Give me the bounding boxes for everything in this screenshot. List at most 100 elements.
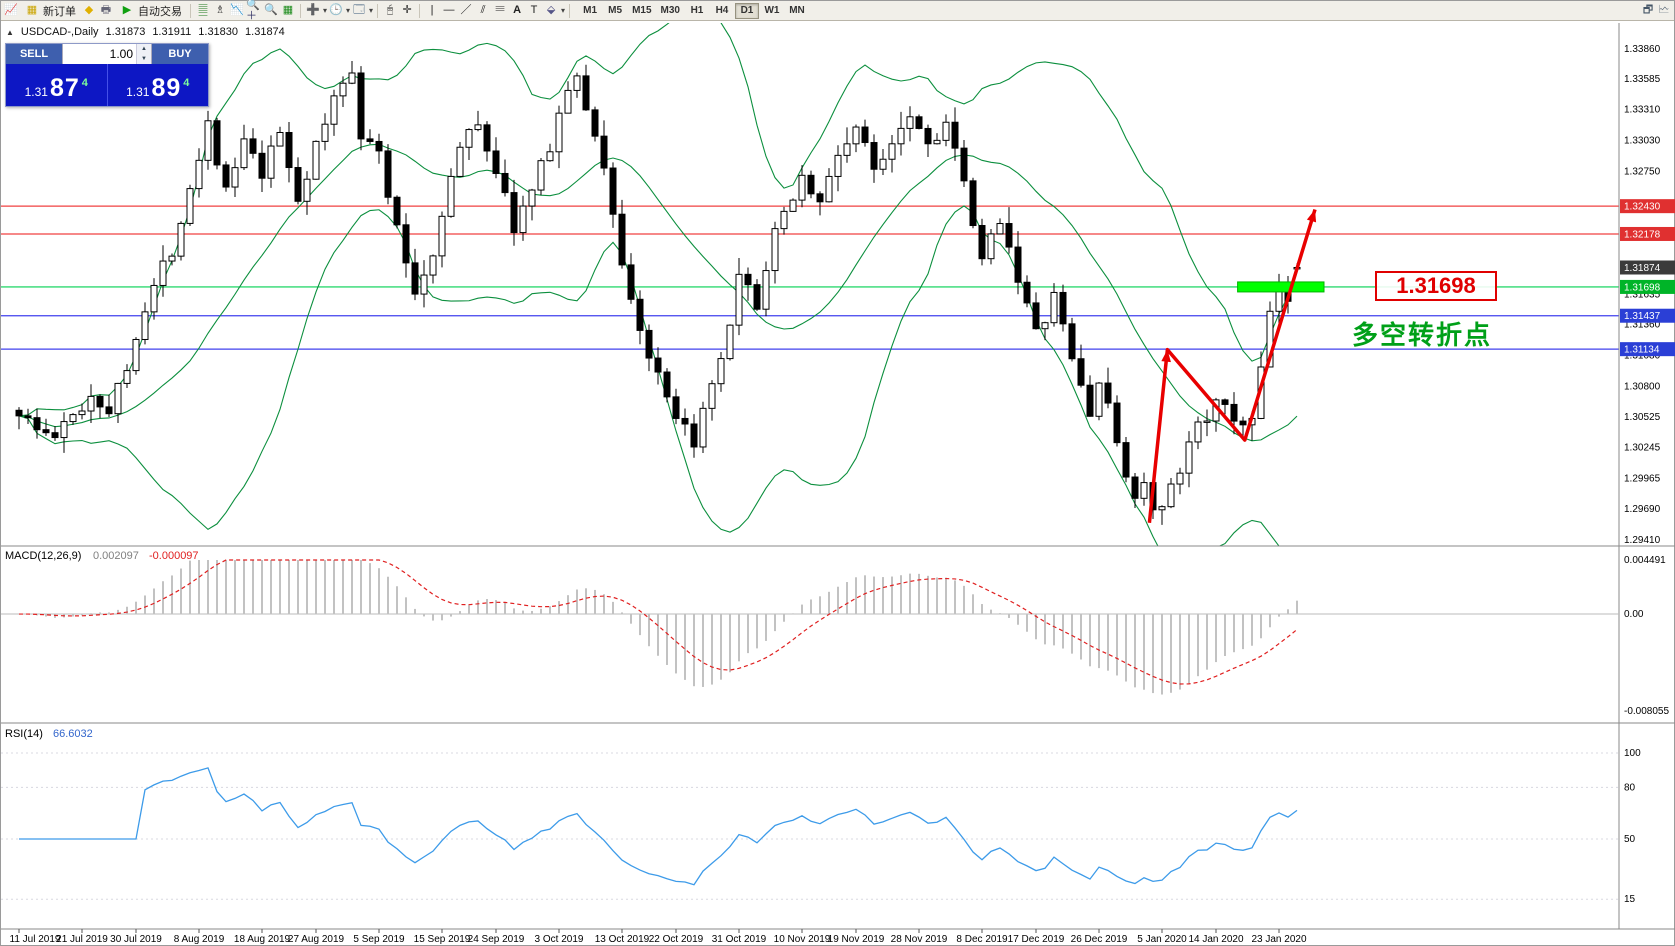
macd-axis[interactable]: 0.004491 0.00 -0.008055 — [1624, 555, 1669, 717]
svg-text:14 Jan 2020: 14 Jan 2020 — [1188, 934, 1243, 945]
sell-price-main: 1.31 — [24, 85, 48, 99]
trend-arrow[interactable] — [1147, 208, 1317, 524]
new-order-icon: ▦ — [26, 4, 38, 16]
buy-button[interactable]: BUY — [152, 44, 208, 64]
text-icon[interactable]: A — [513, 4, 522, 16]
svg-text:3 Oct 2019: 3 Oct 2019 — [535, 934, 584, 945]
new-order-label: 新订单 — [43, 5, 76, 18]
template-icon[interactable]: 🗔 — [353, 4, 365, 16]
highlight-box[interactable] — [1237, 281, 1325, 293]
buy-price-button[interactable]: 1.31 89 4 — [106, 64, 208, 106]
svg-text:1.33030: 1.33030 — [1624, 135, 1661, 146]
timeframe-button-M1[interactable]: M1 — [583, 5, 598, 16]
svg-text:10 Nov 2019: 10 Nov 2019 — [774, 934, 831, 945]
svg-text:5 Jan 2020: 5 Jan 2020 — [1137, 934, 1187, 945]
sell-button[interactable]: SELL — [6, 44, 62, 64]
volume-up-icon[interactable]: ▲ — [137, 44, 151, 54]
print-icon[interactable]: 🖶 — [100, 4, 112, 16]
candle-chart-icon[interactable]: ♗ — [215, 4, 225, 16]
price-callout-label[interactable]: 1.31698 — [1375, 271, 1497, 301]
candles — [15, 60, 1301, 525]
new-order-button[interactable]: ▦ 新订单 — [20, 2, 80, 20]
svg-text:1.33310: 1.33310 — [1624, 105, 1661, 116]
text-label-icon[interactable]: T — [530, 4, 538, 16]
macd-label: MACD(12,26,9) 0.002097 -0.000097 — [5, 550, 199, 562]
volume-field[interactable]: 1.00 ▲ ▼ — [62, 44, 152, 64]
toolbar-options-icon[interactable]: 🗠 — [1658, 4, 1670, 16]
high-value: 1.31911 — [152, 26, 192, 38]
svg-text:1.29410: 1.29410 — [1624, 535, 1661, 546]
shapes-icon[interactable]: ⬙ — [546, 4, 556, 16]
bar-chart-icon[interactable]: 𝄛 — [198, 4, 208, 16]
trendline-icon[interactable]: ／ — [460, 4, 472, 16]
svg-text:1.33860: 1.33860 — [1624, 44, 1661, 55]
turning-point-label[interactable]: 多空转折点 — [1352, 320, 1493, 350]
sell-price-button[interactable]: 1.31 87 4 — [6, 64, 107, 106]
chart-icon[interactable]: 📈 — [4, 4, 18, 16]
buy-price-big: 89 — [151, 74, 182, 102]
toolbar-separator — [569, 3, 571, 18]
macd-panel — [1, 559, 1619, 695]
timeframe-button-M5[interactable]: M5 — [608, 5, 623, 16]
sell-price-pip: 4 — [81, 77, 88, 89]
svg-text:MACD(12,26,9): MACD(12,26,9) — [5, 550, 81, 562]
rsi-axis[interactable]: 100 80 50 15 — [1624, 748, 1641, 905]
crosshair-icon[interactable]: ✛ — [402, 4, 412, 16]
low-value: 1.31830 — [198, 26, 239, 38]
horizontal-line-icon[interactable]: — — [443, 4, 455, 16]
autotrade-label: 自动交易 — [138, 5, 182, 18]
template-caret-icon[interactable]: ▾ — [369, 6, 374, 15]
timeframe-button-H1[interactable]: H1 — [690, 5, 704, 16]
rsi-panel — [1, 752, 1619, 900]
toolbar: 📈 ▦ 新订单 ◆ 🖶 ▶ 自动交易 𝄛 ♗ 📉 🔍＋ 🔍 ▦ ➕ ▾ 🕒 ▾ 🗔 ▾… — [1, 0, 1674, 22]
zoom-in-icon[interactable]: 🔍＋ — [246, 0, 260, 22]
svg-text:1.32178: 1.32178 — [1624, 229, 1661, 240]
timeframe-button-M15[interactable]: M15 — [632, 5, 652, 16]
timeframe-button-H4[interactable]: H4 — [715, 5, 729, 16]
zoom-out-icon[interactable]: 🔍 — [264, 4, 278, 16]
panel-frames — [1, 23, 1675, 930]
timeframe-button-MN[interactable]: MN — [789, 5, 805, 16]
volume-value[interactable]: 1.00 — [109, 47, 133, 61]
autotrade-button[interactable]: ▶ 自动交易 — [115, 2, 186, 20]
svg-text:80: 80 — [1624, 782, 1636, 793]
bollinger-bands — [18, 23, 1298, 546]
svg-text:1.30245: 1.30245 — [1624, 443, 1661, 454]
one-click-toggle-icon[interactable]: ▲ — [6, 27, 14, 37]
volume-down-icon[interactable]: ▼ — [137, 54, 151, 64]
channel-icon[interactable]: ⫽ — [480, 4, 486, 16]
svg-text:11 Jul 2019: 11 Jul 2019 — [10, 934, 61, 945]
timeframe-button-M30[interactable]: M30 — [660, 5, 680, 16]
indicators-caret-icon[interactable]: ▾ — [323, 6, 328, 15]
timeframe-button-W1[interactable]: W1 — [764, 5, 780, 16]
fibonacci-icon[interactable]: 𝄘 — [495, 4, 505, 16]
period-clock-icon[interactable]: 🕒 — [329, 4, 343, 16]
price-axis[interactable]: 1.33860 1.33585 1.33310 1.33030 1.32750 1.316… — [1620, 44, 1675, 546]
shapes-caret-icon[interactable]: ▾ — [561, 6, 566, 15]
vertical-line-icon[interactable]: | — [430, 4, 434, 16]
svg-text:1.31635: 1.31635 — [1624, 289, 1661, 300]
rsi-label: RSI(14) 66.6032 — [5, 728, 93, 740]
svg-text:8 Aug 2019: 8 Aug 2019 — [174, 934, 225, 945]
timeframe-button-D1[interactable]: D1 — [734, 2, 759, 19]
level-lines[interactable] — [1, 205, 1619, 350]
buy-price-main: 1.31 — [126, 85, 150, 99]
svg-text:1.31698: 1.31698 — [1624, 282, 1661, 293]
cursor-icon[interactable]: 🖰 — [386, 4, 394, 16]
svg-text:22 Oct 2019: 22 Oct 2019 — [649, 934, 704, 945]
svg-text:21 Jul 2019: 21 Jul 2019 — [56, 934, 108, 945]
svg-text:50: 50 — [1624, 834, 1636, 845]
tile-windows-icon[interactable]: ▦ — [282, 4, 294, 16]
expert-advisor-icon[interactable]: ◆ — [84, 4, 94, 16]
chart-window-icon[interactable]: 🗗 — [1642, 4, 1654, 16]
indicators-icon[interactable]: ➕ — [306, 4, 320, 16]
open-value: 1.31873 — [105, 26, 146, 38]
svg-text:-0.000097: -0.000097 — [149, 550, 199, 562]
svg-text:1.31437: 1.31437 — [1624, 311, 1661, 322]
line-chart-icon[interactable]: 📉 — [230, 4, 244, 16]
svg-text:15: 15 — [1624, 894, 1636, 905]
period-caret-icon[interactable]: ▾ — [346, 6, 351, 15]
